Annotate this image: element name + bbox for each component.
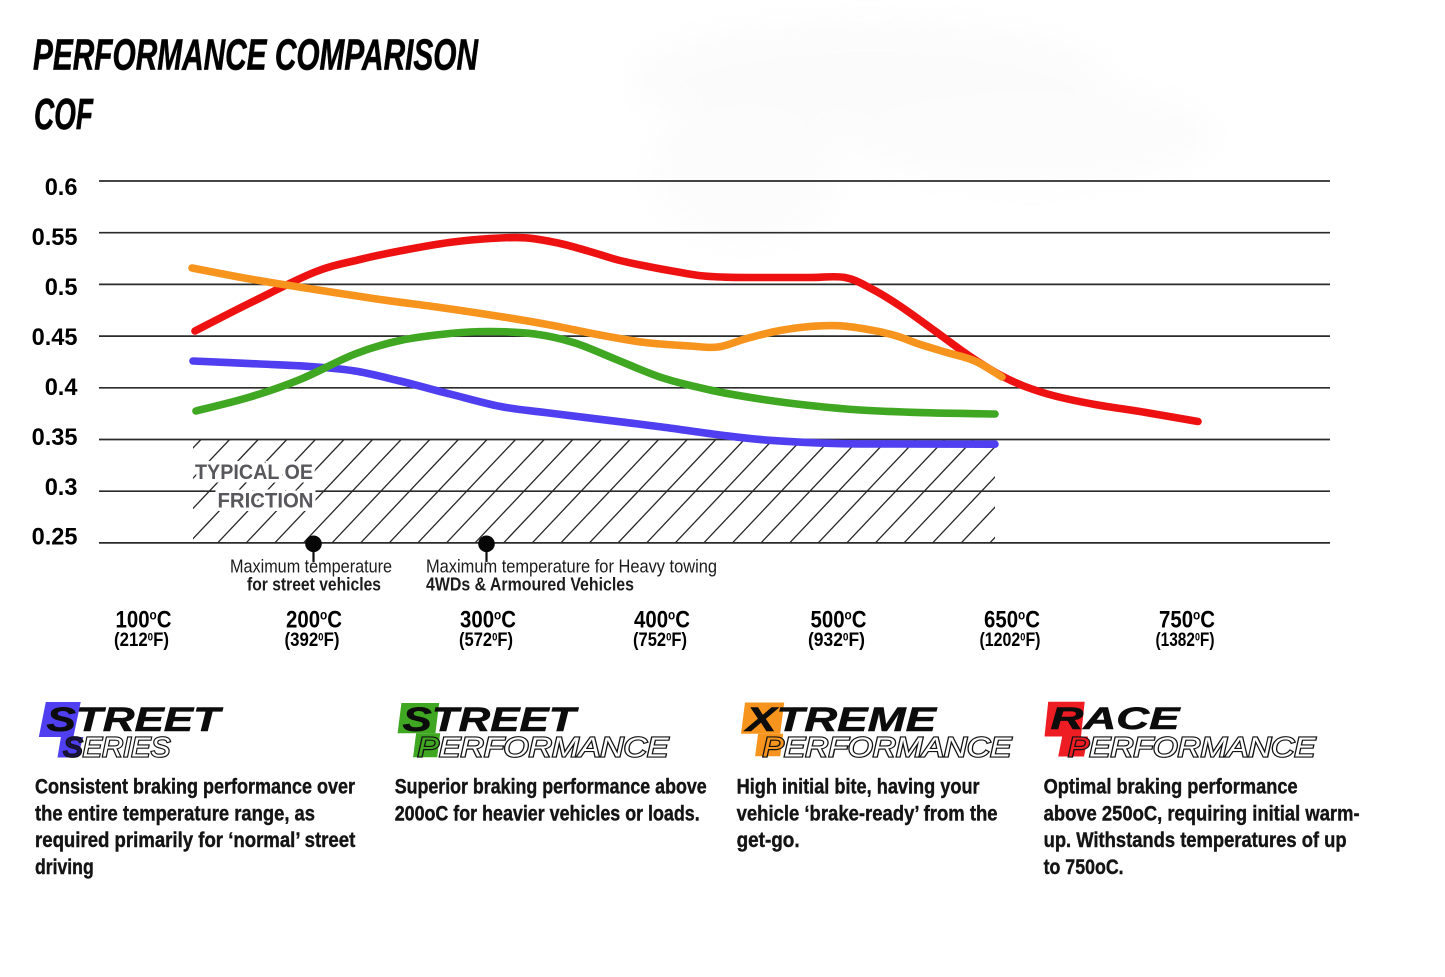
svg-text:up. Withstands temperatures of: up. Withstands temperatures of up [1044,829,1347,852]
svg-text:STREET: STREET [403,701,580,739]
svg-text:(9320F): (9320F) [808,630,865,651]
svg-text:Maximum temperature for Heavy: Maximum temperature for Heavy towing [426,557,717,578]
svg-text:STREET: STREET [47,701,224,739]
svg-text:above 250oC, requiring initial: above 250oC, requiring initial warm- [1044,802,1360,825]
svg-text:TYPICAL OE: TYPICAL OE [195,461,313,484]
svg-text:vehicle ‘brake-ready’ from the: vehicle ‘brake-ready’ from the [737,802,998,825]
svg-text:200oC for heavier vehicles or: 200oC for heavier vehicles or loads. [395,802,700,825]
svg-text:PERFORMANCE: PERFORMANCE [418,732,670,763]
svg-text:(12020F): (12020F) [980,630,1041,651]
svg-text:the entire temperature range,: the entire temperature range, as [35,802,315,825]
svg-text:(3920F): (3920F) [285,630,340,651]
svg-text:PERFORMANCE: PERFORMANCE [418,732,670,763]
svg-text:PERFORMANCE: PERFORMANCE [763,732,1013,763]
svg-text:get-go.: get-go. [737,829,800,852]
svg-text:(5720F): (5720F) [459,630,513,651]
svg-text:PERFORMANCE COMPARISON: PERFORMANCE COMPARISON [33,31,479,79]
svg-text:(7520F): (7520F) [633,630,687,651]
svg-text:Superior braking performance a: Superior braking performance above [395,775,707,798]
svg-text:SERIES: SERIES [63,732,171,763]
svg-text:(2120F): (2120F) [114,630,169,651]
svg-text:100oC: 100oC [116,606,172,633]
svg-text:750oC: 750oC [1159,606,1215,633]
svg-text:required primarily for ‘normal: required primarily for ‘normal’ street [35,829,355,852]
svg-text:0.4: 0.4 [45,375,78,401]
svg-text:0.5: 0.5 [45,275,78,301]
svg-text:0.25: 0.25 [32,525,78,551]
svg-text:0.55: 0.55 [32,225,78,251]
svg-text:4WDs & Armoured Vehicles: 4WDs & Armoured Vehicles [426,575,634,596]
svg-text:COF: COF [34,91,94,139]
svg-text:0.45: 0.45 [32,325,78,351]
svg-text:TYPICAL OE: TYPICAL OE [195,461,313,484]
svg-text:400oC: 400oC [634,606,690,633]
svg-text:300oC: 300oC [460,606,516,633]
svg-text:RACE: RACE [1051,701,1182,736]
svg-text:for street vehicles: for street vehicles [247,575,381,596]
svg-text:Maximum temperature: Maximum temperature [230,557,392,578]
svg-text:High initial bite, having your: High initial bite, having your [737,775,980,798]
svg-text:Consistent braking performance: Consistent braking performance over [35,775,355,798]
svg-text:Optimal braking performance: Optimal braking performance [1044,775,1298,798]
svg-text:FRICTION: FRICTION [218,490,314,513]
svg-text:to 750oC.: to 750oC. [1044,856,1124,879]
svg-text:650oC: 650oC [984,606,1040,633]
svg-text:XTREME: XTREME [743,701,937,739]
svg-text:FRICTION: FRICTION [218,490,314,513]
svg-text:driving: driving [35,856,94,879]
svg-text:0.6: 0.6 [45,175,78,201]
svg-text:500oC: 500oC [811,606,867,633]
svg-text:PERFORMANCE: PERFORMANCE [1068,732,1316,763]
svg-text:PERFORMANCE: PERFORMANCE [763,732,1013,763]
svg-text:(13820F): (13820F) [1156,630,1215,651]
svg-text:0.3: 0.3 [45,475,78,501]
svg-text:PERFORMANCE: PERFORMANCE [1068,732,1316,763]
svg-text:SERIES: SERIES [63,732,171,763]
svg-text:200oC: 200oC [286,606,342,633]
svg-text:0.35: 0.35 [32,425,78,451]
